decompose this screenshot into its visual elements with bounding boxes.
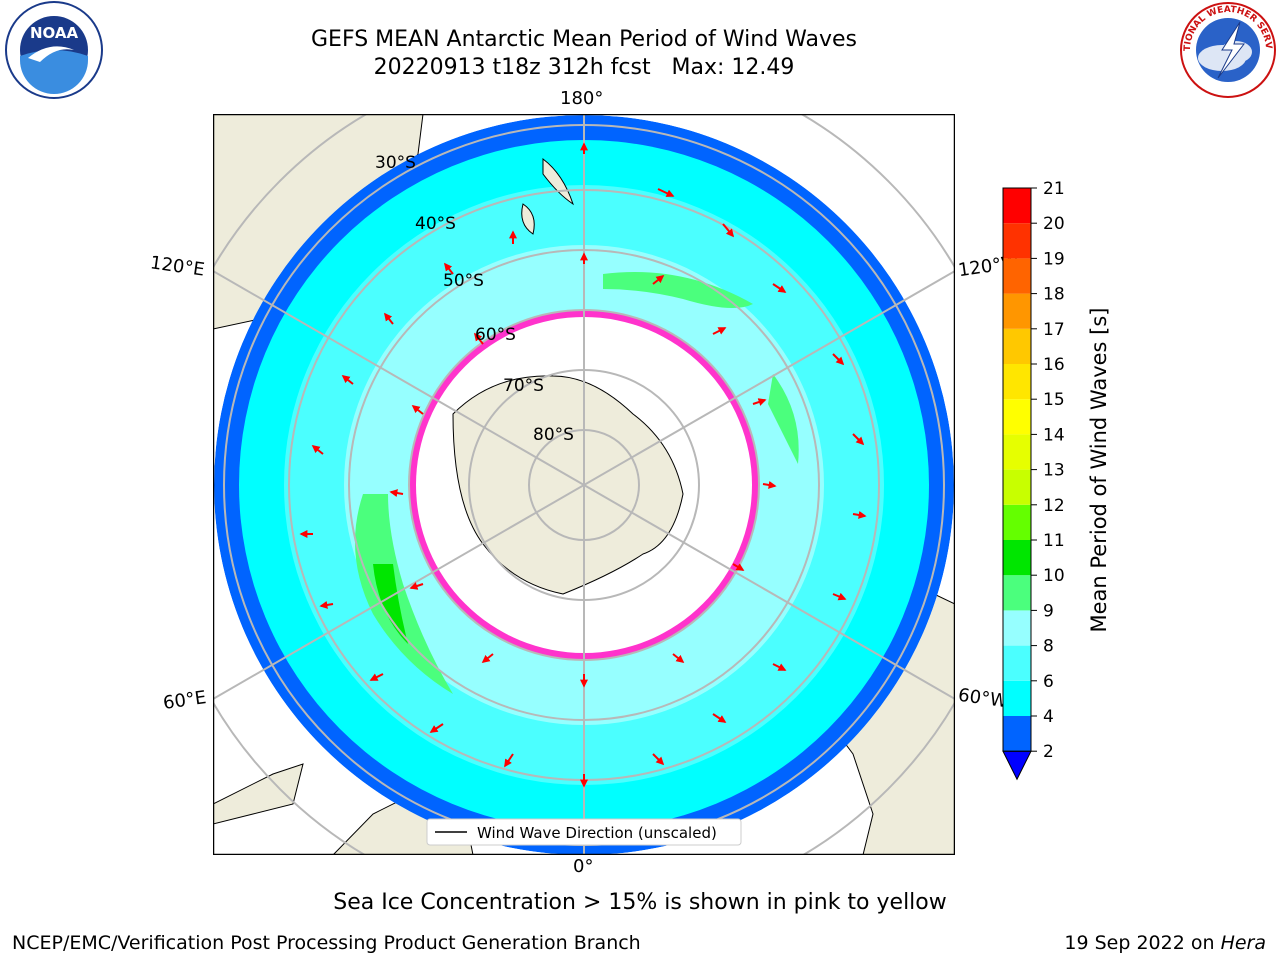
lat-label-70s: 70°S (503, 376, 544, 396)
wind-wave-arrow (652, 275, 665, 285)
colorbar-tick-label: 13 (1043, 461, 1065, 481)
lat-label-40s: 40°S (415, 214, 456, 234)
wind-wave-arrow (481, 653, 494, 663)
wind-wave-arrow (429, 723, 444, 733)
colorbar-tick-label: 21 (1043, 180, 1065, 199)
wind-wave-arrow (369, 673, 384, 681)
wind-wave-arrow (852, 511, 867, 519)
colorbar-tick-label: 20 (1043, 214, 1065, 234)
wind-wave-arrow (384, 312, 394, 325)
colorbar-segment (1003, 223, 1031, 259)
sea-ice-note: Sea Ice Concentration > 15% is shown in … (333, 890, 947, 915)
colorbar-tick-label: 18 (1043, 285, 1065, 305)
colorbar-tick-label: 14 (1043, 425, 1065, 445)
date-stamp: 19 Sep 2022 on Hera (1064, 932, 1266, 954)
wind-wave-arrow (341, 375, 354, 385)
wind-wave-arrow (752, 398, 767, 406)
wind-wave-arrow (772, 283, 787, 293)
wind-wave-arrow (409, 582, 424, 590)
map-border (213, 114, 955, 855)
host-name: Hera (1220, 932, 1266, 954)
colorbar-tick-label: 8 (1043, 637, 1054, 657)
wind-wave-arrow (504, 753, 514, 768)
colorbar-tick-label: 15 (1043, 390, 1065, 410)
lat-label-50s: 50°S (443, 271, 484, 291)
wind-wave-arrow (657, 188, 675, 197)
colorbar-segment (1003, 680, 1031, 716)
wind-wave-arrow (389, 489, 404, 497)
colorbar-segment (1003, 293, 1031, 329)
lat-label-60s: 60°S (475, 325, 516, 345)
wind-wave-arrow (712, 713, 727, 723)
wind-wave-arrows (299, 142, 867, 788)
colorbar-underflow-triangle (1002, 750, 1032, 781)
wind-wave-arrow (772, 663, 787, 671)
lon-label-0: 0° (573, 856, 594, 877)
colorbar-segment (1003, 399, 1031, 435)
legend-label: Wind Wave Direction (unscaled) (477, 824, 717, 842)
colorbar-tick-label: 10 (1043, 566, 1065, 586)
wind-wave-arrow (474, 332, 484, 345)
colorbar-segment (1003, 610, 1031, 646)
colorbar-tick-label: 2 (1043, 742, 1054, 762)
lon-label-180: 180° (560, 88, 604, 109)
wind-wave-arrow (444, 262, 454, 275)
noaa-logo-text: NOAA (30, 24, 79, 42)
colorbar-segment (1003, 188, 1031, 224)
colorbar-label: Mean Period of Wind Waves [s] (1087, 307, 1111, 633)
lon-label-60e: 60°E (161, 687, 208, 714)
colorbar-segment (1003, 328, 1031, 364)
wind-wave-arrow (652, 753, 665, 766)
lon-label-120e: 120°E (148, 252, 206, 281)
colorbar-segment (1003, 716, 1031, 752)
colorbar-segment (1003, 504, 1031, 540)
colorbar-tick-label: 11 (1043, 531, 1065, 551)
wind-wave-arrow (762, 481, 777, 489)
colorbar-tick-label: 16 (1043, 355, 1065, 375)
credit-text: NCEP/EMC/Verification Post Processing Pr… (12, 932, 641, 954)
colorbar-segment (1003, 645, 1031, 681)
colorbar-graphic: 2 4 6 8 9 10 11 12 13 14 15 16 17 18 19 20 21 (1002, 179, 1065, 781)
wind-wave-arrow (832, 592, 847, 601)
wind-wave-arrow (411, 405, 424, 415)
wind-wave-arrow (672, 653, 685, 663)
colorbar-segment (1003, 575, 1031, 611)
colorbar: 2 4 6 8 9 10 11 12 13 14 15 16 17 18 19 20 21 (995, 179, 1135, 800)
wind-wave-arrow (319, 601, 334, 609)
colorbar-tick-label: 17 (1043, 320, 1065, 340)
wind-wave-arrow (722, 223, 735, 238)
colorbar-tick-label: 19 (1043, 249, 1065, 269)
date-text: 19 Sep 2022 on (1064, 932, 1221, 954)
colorbar-tick-label: 6 (1043, 672, 1054, 692)
colorbar-segment (1003, 258, 1031, 294)
wind-wave-arrow (311, 445, 324, 455)
wind-wave-arrow (832, 353, 845, 366)
colorbar-segment (1003, 540, 1031, 576)
map-legend: Wind Wave Direction (unscaled) (426, 818, 742, 846)
wind-wave-arrow (852, 433, 865, 446)
chart-title: GEFS MEAN Antarctic Mean Period of Wind … (311, 27, 857, 52)
wind-wave-arrow (712, 327, 727, 335)
nws-logo: NATIONAL WEATHER SERVICE (1178, 0, 1276, 98)
lat-label-30s: 30°S (375, 153, 416, 173)
colorbar-segment (1003, 434, 1031, 470)
colorbar-tick-label: 12 (1043, 496, 1065, 516)
noaa-logo: NOAA (5, 1, 103, 99)
colorbar-segment (1003, 469, 1031, 505)
lat-label-80s: 80°S (533, 425, 574, 445)
colorbar-tick-label: 9 (1043, 601, 1054, 621)
chart-subtitle: 20220913 t18z 312h fcst Max: 12.49 (373, 55, 795, 80)
map-panel: 30°S 40°S 50°S 60°S 70°S 80°S Wind Wave … (213, 114, 955, 855)
wind-wave-arrow (732, 563, 745, 571)
colorbar-tick-label: 4 (1043, 707, 1054, 727)
colorbar-segment (1003, 364, 1031, 400)
